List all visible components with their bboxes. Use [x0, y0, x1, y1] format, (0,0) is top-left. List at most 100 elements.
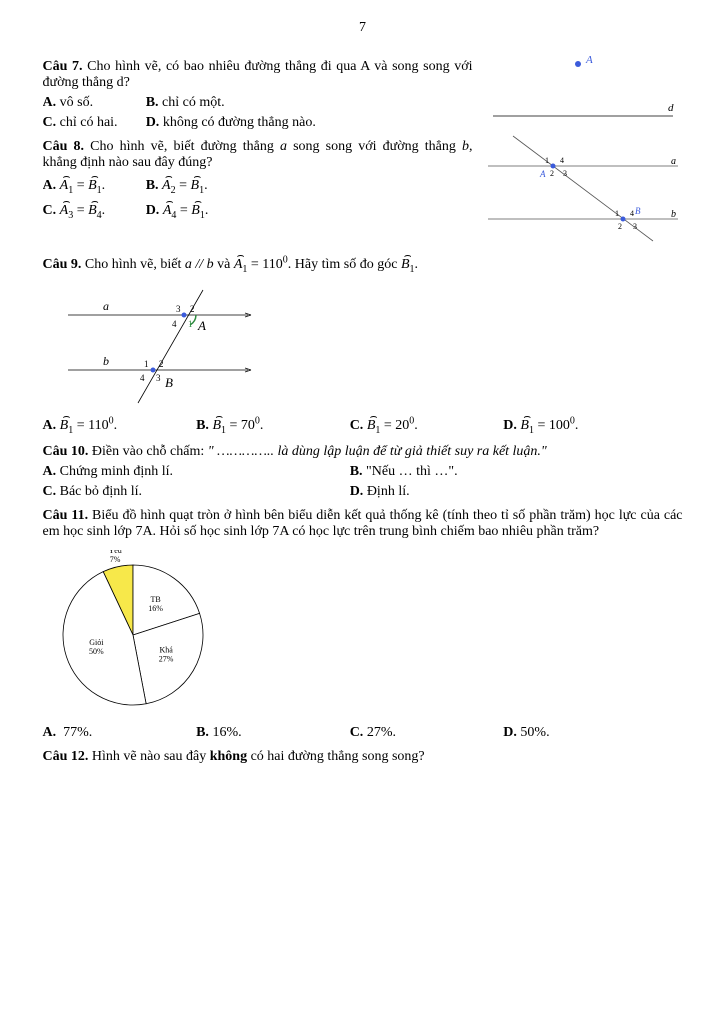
q8-options-1: A. A1 = B1. B. A2 = B1.: [43, 175, 473, 196]
q9-d-label: D.: [503, 418, 520, 433]
svg-text:b: b: [103, 354, 109, 368]
svg-text:Giỏi: Giỏi: [89, 637, 104, 646]
question-10: Câu 10. Điền vào chỗ chấm: " ………….. là d…: [43, 444, 683, 460]
q11-a: 77%.: [63, 725, 92, 740]
q11-label: Câu 11.: [43, 508, 89, 523]
svg-text:Khá: Khá: [159, 645, 173, 654]
q9-apar: a // b: [185, 257, 214, 272]
q7-options-1: A. vô số. B. chỉ có một.: [43, 95, 473, 111]
svg-text:A: A: [585, 54, 593, 66]
question-12: Câu 12. Hình vẽ nào sau đây không có hai…: [43, 749, 683, 765]
q10-label: Câu 10.: [43, 444, 89, 459]
svg-text:3: 3: [633, 222, 637, 231]
svg-text:3: 3: [176, 304, 181, 314]
q9-a-val: = 110: [73, 418, 108, 433]
svg-text:2: 2: [159, 359, 164, 369]
q8-c-label: C.: [43, 203, 60, 218]
q11-text: Biểu đồ hình quạt tròn ở hình bên biểu d…: [43, 508, 683, 539]
q12-t2: có hai đường thẳng song song?: [247, 749, 425, 764]
q9-t2: và: [214, 257, 234, 272]
q7-b-label: B.: [146, 95, 162, 110]
q9-label: Câu 9.: [43, 257, 82, 272]
q9-a-label: A.: [43, 418, 60, 433]
svg-text:b: b: [671, 209, 676, 220]
q9-t1: Cho hình vẽ, biết: [81, 257, 184, 272]
question-11: Câu 11. Biểu đồ hình quạt tròn ở hình bê…: [43, 508, 683, 540]
svg-text:2: 2: [618, 222, 622, 231]
svg-text:A: A: [197, 318, 206, 333]
svg-text:TB: TB: [150, 594, 160, 603]
q10-t1: Điền vào chỗ chấm:: [88, 444, 207, 459]
q10-quote: " ………….. là dùng lập luận để từ giả thiế…: [208, 444, 547, 459]
svg-text:16%: 16%: [148, 603, 163, 612]
q11-a-label: A.: [43, 725, 60, 740]
q7-label: Câu 7.: [43, 59, 83, 74]
svg-text:1: 1: [144, 359, 149, 369]
q7-c-label: C.: [43, 115, 60, 130]
q7-d-label: D.: [146, 115, 163, 130]
q9-t4: . Hãy tìm số đo góc: [288, 257, 401, 272]
svg-text:1: 1: [615, 209, 619, 218]
svg-text:a: a: [671, 156, 676, 167]
q11-options: A. 77%. B. 16%. C. 27%. D. 50%.: [43, 725, 683, 741]
svg-text:B: B: [165, 375, 173, 390]
q8-options-2: C. A3 = B4. D. A4 = B1.: [43, 200, 473, 221]
q7-c: chỉ có hai.: [60, 115, 118, 130]
figure-q9: a b A B 2 3 4 1 2 1 4 3: [43, 285, 683, 405]
svg-text:3: 3: [563, 169, 567, 178]
svg-text:4: 4: [172, 319, 177, 329]
q9-b-val: = 70: [226, 418, 255, 433]
q10-options-1: A. Chứng minh định lí. B. "Nếu … thì …".: [43, 464, 683, 480]
q12-label: Câu 12.: [43, 749, 89, 764]
svg-text:4: 4: [140, 373, 145, 383]
q8-d-label: D.: [146, 203, 163, 218]
q10-a: Chứng minh định lí.: [60, 464, 173, 479]
q9-c-label: C.: [350, 418, 367, 433]
q7-text: Cho hình vẽ, có bao nhiêu đường thẳng đi…: [43, 59, 473, 90]
q12-t1: Hình vẽ nào sau đây: [88, 749, 209, 764]
svg-text:A: A: [539, 169, 546, 179]
q11-c: 27%.: [367, 725, 396, 740]
q9-c-val: = 20: [380, 418, 409, 433]
q9-d-val: = 100: [534, 418, 570, 433]
q12-bold: không: [210, 749, 247, 764]
svg-text:27%: 27%: [158, 654, 173, 663]
q7-options-2: C. chỉ có hai. D. không có đường thẳng n…: [43, 115, 473, 131]
svg-text:2: 2: [190, 304, 195, 314]
page-number: 7: [43, 20, 683, 36]
figure-q7-q8: A d a b A B 1 4 2 3 1 4 2 3: [483, 51, 683, 246]
question-9: Câu 9. Cho hình vẽ, biết a // b và A1 = …: [43, 254, 683, 275]
svg-text:1: 1: [188, 319, 193, 329]
q10-options-2: C. Bác bỏ định lí. D. Định lí.: [43, 484, 683, 500]
svg-text:4: 4: [630, 209, 634, 218]
figure-pie: Yếu7%TB16%Khá27%Giỏi50%: [43, 550, 683, 715]
svg-text:2: 2: [550, 169, 554, 178]
q8-label: Câu 8.: [43, 139, 85, 154]
q10-c-label: C.: [43, 484, 60, 499]
q8-b-label: B.: [146, 178, 162, 193]
q11-d-label: D.: [503, 725, 520, 740]
q9-options: A. B1 = 1100. B. B1 = 700. C. B1 = 200. …: [43, 415, 683, 436]
svg-text:3: 3: [156, 373, 161, 383]
q8-a: a: [280, 139, 287, 154]
q10-a-label: A.: [43, 464, 60, 479]
svg-text:B: B: [635, 206, 641, 216]
svg-text:a: a: [103, 299, 109, 313]
q10-d: Định lí.: [367, 484, 410, 499]
q10-d-label: D.: [350, 484, 367, 499]
q8-a-label: A.: [43, 178, 60, 193]
q11-c-label: C.: [350, 725, 367, 740]
q8-b: b: [462, 139, 469, 154]
q8-t2: song song với đường thẳng: [287, 139, 462, 154]
q9-t3: = 110: [247, 257, 282, 272]
q7-a-label: A.: [43, 95, 60, 110]
q10-b-label: B.: [350, 464, 366, 479]
svg-text:1: 1: [545, 156, 549, 165]
q9-b-label: B.: [196, 418, 212, 433]
svg-text:d: d: [668, 102, 674, 114]
q11-b: 16%.: [212, 725, 241, 740]
q7-d: không có đường thẳng nào.: [163, 115, 316, 130]
svg-text:50%: 50%: [89, 646, 104, 655]
q10-c: Bác bỏ định lí.: [60, 484, 142, 499]
q11-d: 50%.: [520, 725, 549, 740]
